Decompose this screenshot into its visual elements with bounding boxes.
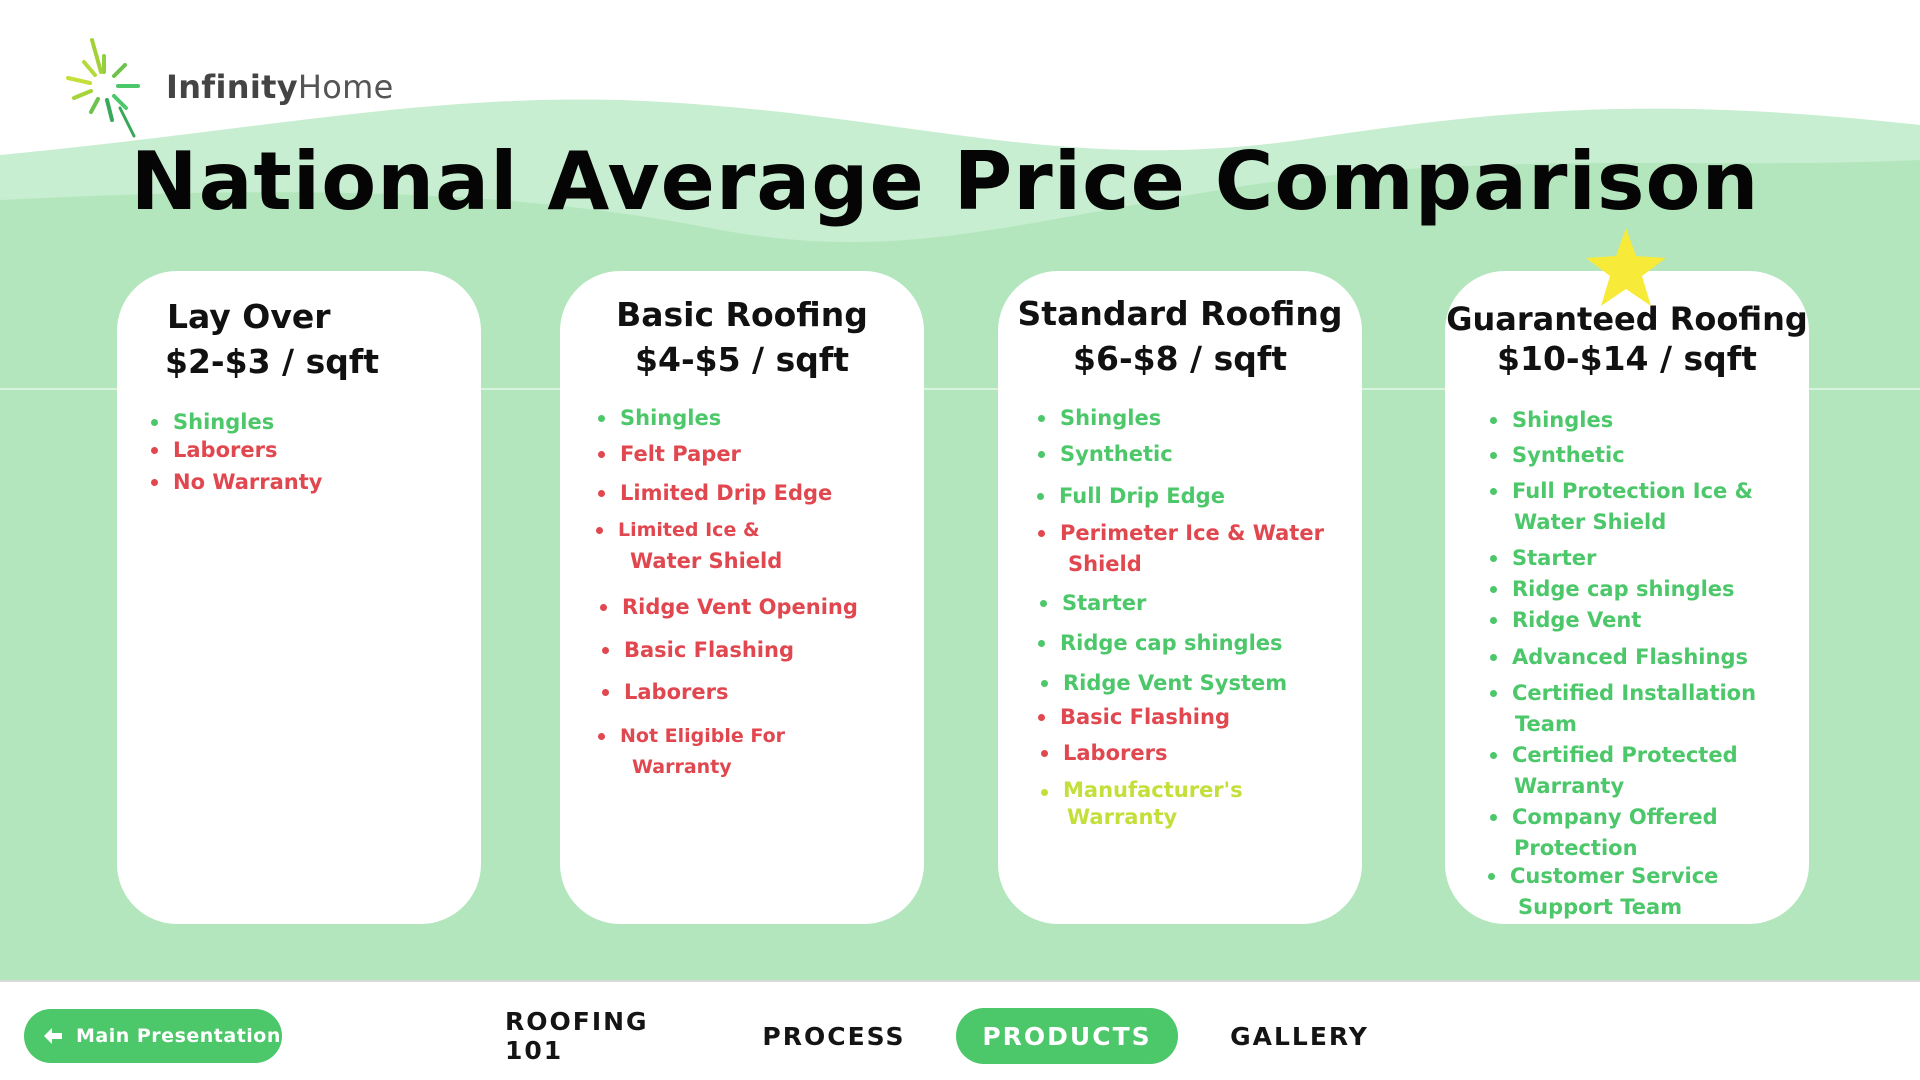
nav-roofing-101[interactable]: ROOFING 101 [505,1007,649,1065]
card-name: Standard Roofing [1017,294,1343,333]
feature-item: Company Offered Protection [1490,802,1718,864]
feature-item: Starter [1040,588,1146,619]
page-title: National Average Price Comparison [130,135,1760,228]
main-presentation-label: Main Presentation [76,1025,281,1047]
nav-products-active[interactable]: PRODUCTS [956,1008,1178,1064]
brand-name-light: Home [297,68,394,106]
feature-list: Shingles Synthetic Full Protection Ice &… [1445,271,1809,924]
card-name: Lay Over [167,297,331,336]
feature-list: Shingles Felt Paper Limited Drip Edge Li… [560,271,924,924]
feature-item: Felt Paper [598,439,741,470]
feature-item: Manufacturer's Warranty [1041,777,1243,831]
feature-list: Shingles Laborers No Warranty [117,271,481,924]
arrow-left-icon [44,1028,62,1044]
feature-item: Laborers [151,435,277,466]
pricing-card-standard-roofing: Standard Roofing $6-$8 / sqft Shingles S… [998,271,1362,924]
sunburst-logo-icon [66,38,140,138]
feature-item: Limited Drip Edge [598,478,832,509]
feature-item: Certified Installation Team [1490,678,1756,740]
pricing-card-lay-over: Lay Over $2-$3 / sqft Shingles Laborers … [117,271,481,924]
feature-item: Full Protection Ice & Water Shield [1490,476,1753,538]
feature-item: Advanced Flashings [1490,642,1748,673]
feature-item: Ridge cap shingles [1038,628,1283,659]
feature-item: Full Drip Edge [1037,481,1225,512]
feature-item: Certified Protected Warranty [1490,740,1738,802]
feature-item: Shingles [1490,405,1613,436]
feature-item: Synthetic [1490,440,1625,471]
feature-item: Perimeter Ice & Water Shield [1038,518,1324,580]
brand-name-bold: Infinity [166,68,298,106]
slide-stage: InfinityHome National Average Price Comp… [0,32,1920,980]
feature-item: Synthetic [1038,439,1173,470]
feature-item: Basic Flashing [602,635,794,666]
feature-item: Basic Flashing [1038,702,1230,733]
nav-gallery[interactable]: GALLERY [1230,1021,1369,1051]
brand-logo: InfinityHome [58,32,394,142]
main-presentation-button[interactable]: Main Presentation [24,1009,282,1063]
nav-process[interactable]: PROCESS [762,1021,906,1051]
feature-item: Shingles [151,407,274,438]
feature-item: No Warranty [151,467,322,498]
feature-item: Laborers [602,677,728,708]
bottom-navigation: Main Presentation ROOFING 101 PROCESS PR… [0,980,1920,1080]
feature-list: Shingles Synthetic Full Drip Edge Perime… [998,271,1362,924]
feature-item: Ridge Vent [1490,605,1641,636]
feature-item: Not Eligible For Warranty [598,721,785,783]
feature-item: Shingles [598,403,721,434]
card-price: $6-$8 / sqft [1073,339,1287,378]
pricing-card-guaranteed-roofing: Guaranteed Roofing $10-$14 / sqft Shingl… [1445,271,1809,924]
feature-item: Shingles [1038,403,1161,434]
card-price: $10-$14 / sqft [1497,339,1757,378]
card-name: Basic Roofing [616,295,868,334]
feature-item: Limited Ice & Water Shield [596,515,782,577]
feature-item: Ridge cap shingles [1490,574,1735,605]
feature-item: Laborers [1041,738,1167,769]
card-name: Guaranteed Roofing [1446,300,1808,338]
card-price: $2-$3 / sqft [165,342,379,381]
feature-item: Ridge Vent Opening [600,592,858,623]
feature-item: Customer Service Support Team [1488,861,1718,923]
pricing-card-basic-roofing: Basic Roofing $4-$5 / sqft Shingles Felt… [560,271,924,924]
star-icon [1586,228,1666,306]
feature-item: Starter [1490,543,1596,574]
card-price: $4-$5 / sqft [635,340,849,379]
feature-item: Ridge Vent System [1041,668,1287,699]
